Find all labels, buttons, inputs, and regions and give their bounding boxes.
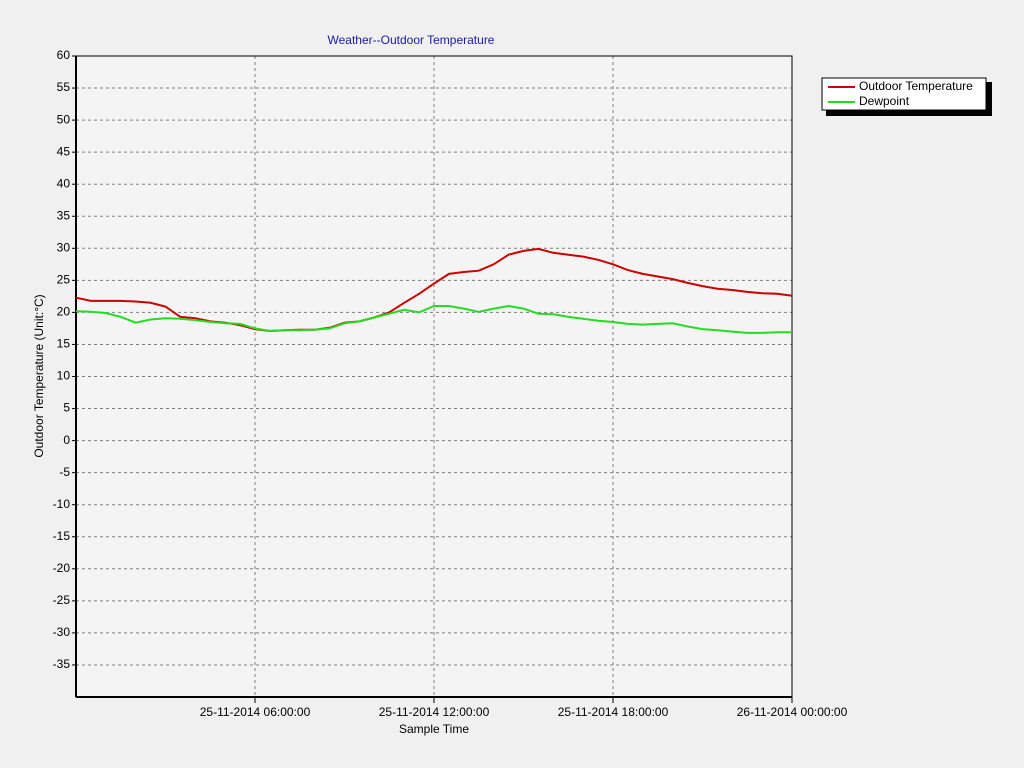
x-tick-label: 25-11-2014 18:00:00 [558, 705, 669, 719]
y-tick-label: 10 [57, 369, 71, 383]
y-tick-label: -35 [53, 657, 71, 671]
y-tick-label: 45 [57, 144, 71, 158]
y-tick-label: -15 [53, 529, 71, 543]
y-tick-label: 55 [57, 80, 71, 94]
y-tick-label: 35 [57, 208, 71, 222]
data-line [75, 247, 793, 333]
y-tick-label: -30 [53, 625, 71, 639]
y-tick-label: -10 [53, 497, 71, 511]
legend-label: Outdoor Temperature [859, 79, 973, 93]
x-tick-label: 25-11-2014 12:00:00 [379, 705, 490, 719]
y-tick-label: 20 [57, 305, 71, 319]
x-axis-label: Sample Time [399, 722, 469, 736]
y-tick-label: 50 [57, 112, 71, 126]
y-tick-label: -25 [53, 593, 71, 607]
data-line [75, 304, 792, 334]
y-tick-label: 0 [63, 433, 70, 447]
x-tick-label: 26-11-2014 00:00:00 [737, 705, 848, 719]
legend-box [821, 77, 987, 111]
y-tick-label: 30 [57, 240, 71, 254]
y-tick-label: 15 [57, 337, 71, 351]
y-tick-label: -20 [53, 561, 71, 575]
legend-label: Dewpoint [859, 94, 910, 108]
y-tick-label: 60 [57, 48, 71, 62]
chart-title: Weather--Outdoor Temperature [328, 33, 495, 47]
y-tick-label: -5 [59, 465, 70, 479]
x-tick-label: 25-11-2014 06:00:00 [200, 705, 311, 719]
y-tick-label: 40 [57, 176, 71, 190]
y-tick-label: 5 [63, 401, 70, 415]
y-axis-label: Outdoor Temperature (Unit:°C) [32, 294, 46, 457]
y-tick-label: 25 [57, 273, 71, 287]
